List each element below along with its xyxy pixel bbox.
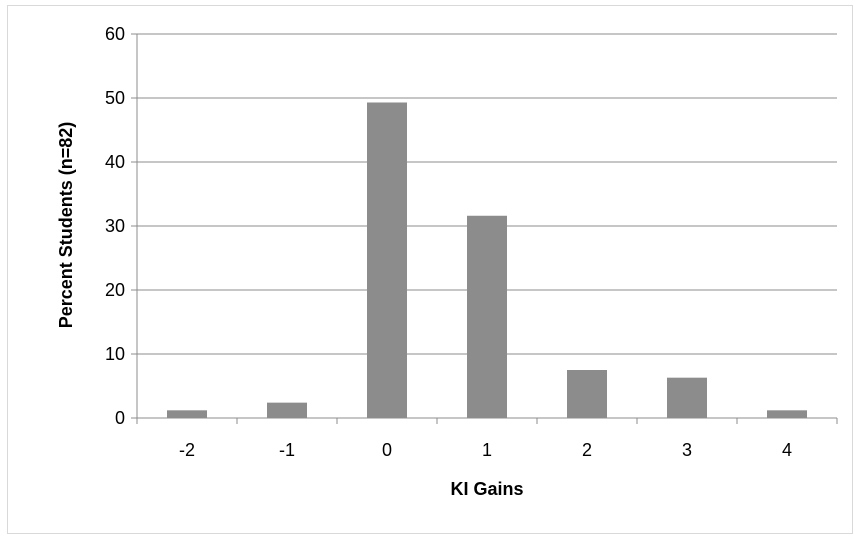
y-tick-label: 30 [105,216,125,236]
y-tick-label: 20 [105,280,125,300]
bar-0 [367,102,407,418]
x-tick-label: 2 [582,440,592,460]
bar--2 [167,410,207,418]
x-tick-label: -1 [279,440,295,460]
bar--1 [267,402,307,418]
x-tick-label: 4 [782,440,792,460]
x-tick-labels: -2 -1 0 1 2 3 4 [179,440,792,460]
y-tick-label: 40 [105,152,125,172]
axes [136,34,838,424]
x-tick-label: 3 [682,440,692,460]
y-tick-label: 50 [105,88,125,108]
bar-2 [567,370,607,418]
y-tick-label: 60 [105,24,125,44]
chart-frame [7,5,853,534]
y-tick-label: 10 [105,344,125,364]
bars [167,102,807,418]
x-tick-label: 0 [382,440,392,460]
y-tick-label: 0 [115,408,125,428]
x-tick-label: 1 [482,440,492,460]
y-axis-title: Percent Students (n=82) [56,122,76,329]
y-tick-labels: 0 10 20 30 40 50 60 [105,24,125,428]
x-tick-label: -2 [179,440,195,460]
bar-1 [467,215,507,418]
bar-4 [767,410,807,418]
x-axis-title: KI Gains [450,479,523,499]
bar-3 [667,377,707,418]
